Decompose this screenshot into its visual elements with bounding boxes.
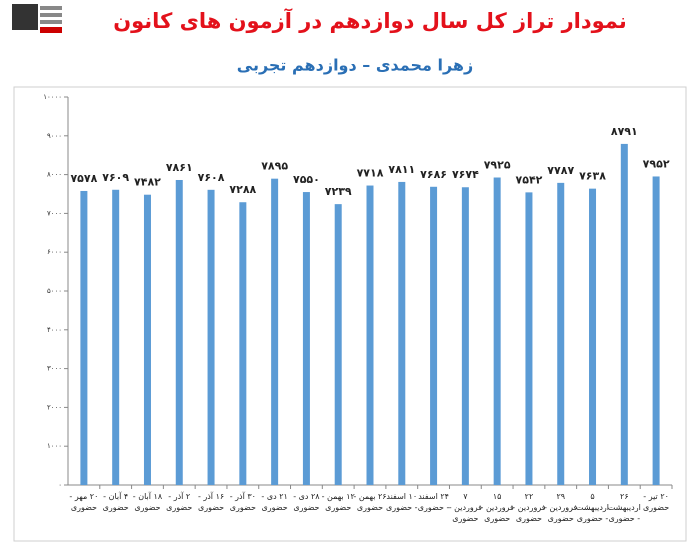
chart-frame [13,86,687,542]
x-tick-label: ۱۲ بهمن - حضوری [321,492,355,512]
bar [461,187,469,486]
x-tick-label: ۲۰ مهر - حضوری [69,492,99,512]
bar [239,202,247,486]
x-tick-label: ۱۶ آذر - حضوری [197,492,225,512]
value-label: ۷۵۴۲ [516,173,543,186]
value-label: ۷۲۳۹ [325,185,352,198]
x-tick-label: ۷ فروردین - حضوری [448,492,482,523]
logo [12,4,62,33]
x-tick-label: ۳۰ آذر - حضوری [229,492,256,512]
value-label: ۷۲۸۸ [229,183,256,196]
y-tick-label: ۱۰۰۰ [47,442,62,450]
bar [271,178,279,485]
y-tick-label: ۶۰۰۰ [47,248,62,256]
bar [398,181,406,485]
bar [302,192,310,485]
value-label: ۷۷۸۷ [547,164,574,177]
y-tick-label: ۲۰۰۰ [47,403,62,411]
value-label: ۷۸۶۱ [166,161,193,174]
x-tick-label: ۴ آبان - حضوری [102,492,129,512]
x-tick-label: ۲۴ اسفند - حضوری [417,492,450,512]
y-tick-label: ۵۰۰۰ [47,287,62,295]
bar [112,189,120,485]
x-tick-label: ۲۶ اردیبهشت - حضوری [607,492,641,523]
x-tick-label: ۲۲ فروردین - حضوری [512,492,546,523]
value-label: ۷۶۸۶ [420,168,447,181]
value-label: ۷۸۱۱ [388,163,415,176]
x-tick-label: ۲۶ بهمن - حضوری [353,492,387,512]
value-label: ۸۷۹۱ [611,125,638,138]
bar [557,182,565,486]
x-tick-label: ۲۹ فروردین - حضوری [544,492,578,523]
x-tick-label: ۲۸ دی - حضوری [293,492,320,512]
value-label: ۷۹۵۲ [643,157,670,170]
value-label: ۷۷۱۸ [357,167,384,180]
value-label: ۷۶۳۸ [579,170,606,183]
bar [430,186,438,485]
y-tick-label: ۹۰۰۰ [47,132,62,140]
value-label: ۷۶۰۸ [198,171,225,184]
value-label: ۷۸۹۵ [261,160,288,173]
x-tick-label: ۱۸ آبان - حضوری [132,492,163,512]
bar [366,185,374,485]
bar [589,188,597,485]
bar [143,194,151,485]
x-tick-label: ۱۵ فروردین - حضوری [480,492,514,523]
value-label: ۷۹۲۵ [484,159,511,172]
bar [80,190,88,485]
y-tick-label: ۱۰۰۰۰ [43,93,62,101]
value-label: ۷۵۷۸ [70,172,97,185]
bar [175,179,183,485]
bar [334,204,342,485]
value-label: ۷۶۷۴ [452,168,479,181]
y-tick-label: ۰ [58,481,62,489]
y-tick-label: ۸۰۰۰ [47,171,62,179]
chart-subtitle: زهرا محمدی – دوازدهم تجربی [237,56,473,75]
x-tick-label: ۵ اردیبهشت - حضوری [576,492,609,523]
y-tick-label: ۴۰۰۰ [47,326,62,334]
value-label: ۷۶۰۹ [102,171,129,184]
x-tick-label: ۲۰ تیر - حضوری [643,492,670,512]
bar [493,177,501,485]
x-tick-label: ۲ آذر - حضوری [166,492,193,512]
x-tick-label: ۱۰ اسفند - حضوری [385,492,418,512]
bar [207,189,215,485]
chart-title: نمودار تراز کل سال دوازدهم در آزمون های … [113,8,627,33]
bar [652,176,660,485]
y-tick-label: ۷۰۰۰ [47,209,62,217]
y-tick-label: ۳۰۰۰ [47,365,62,373]
value-label: ۷۴۸۲ [134,176,161,189]
value-label: ۷۵۵۰ [293,173,320,186]
x-tick-label: ۲۱ دی - حضوری [261,492,288,512]
bar [620,143,628,486]
bar [525,192,533,485]
